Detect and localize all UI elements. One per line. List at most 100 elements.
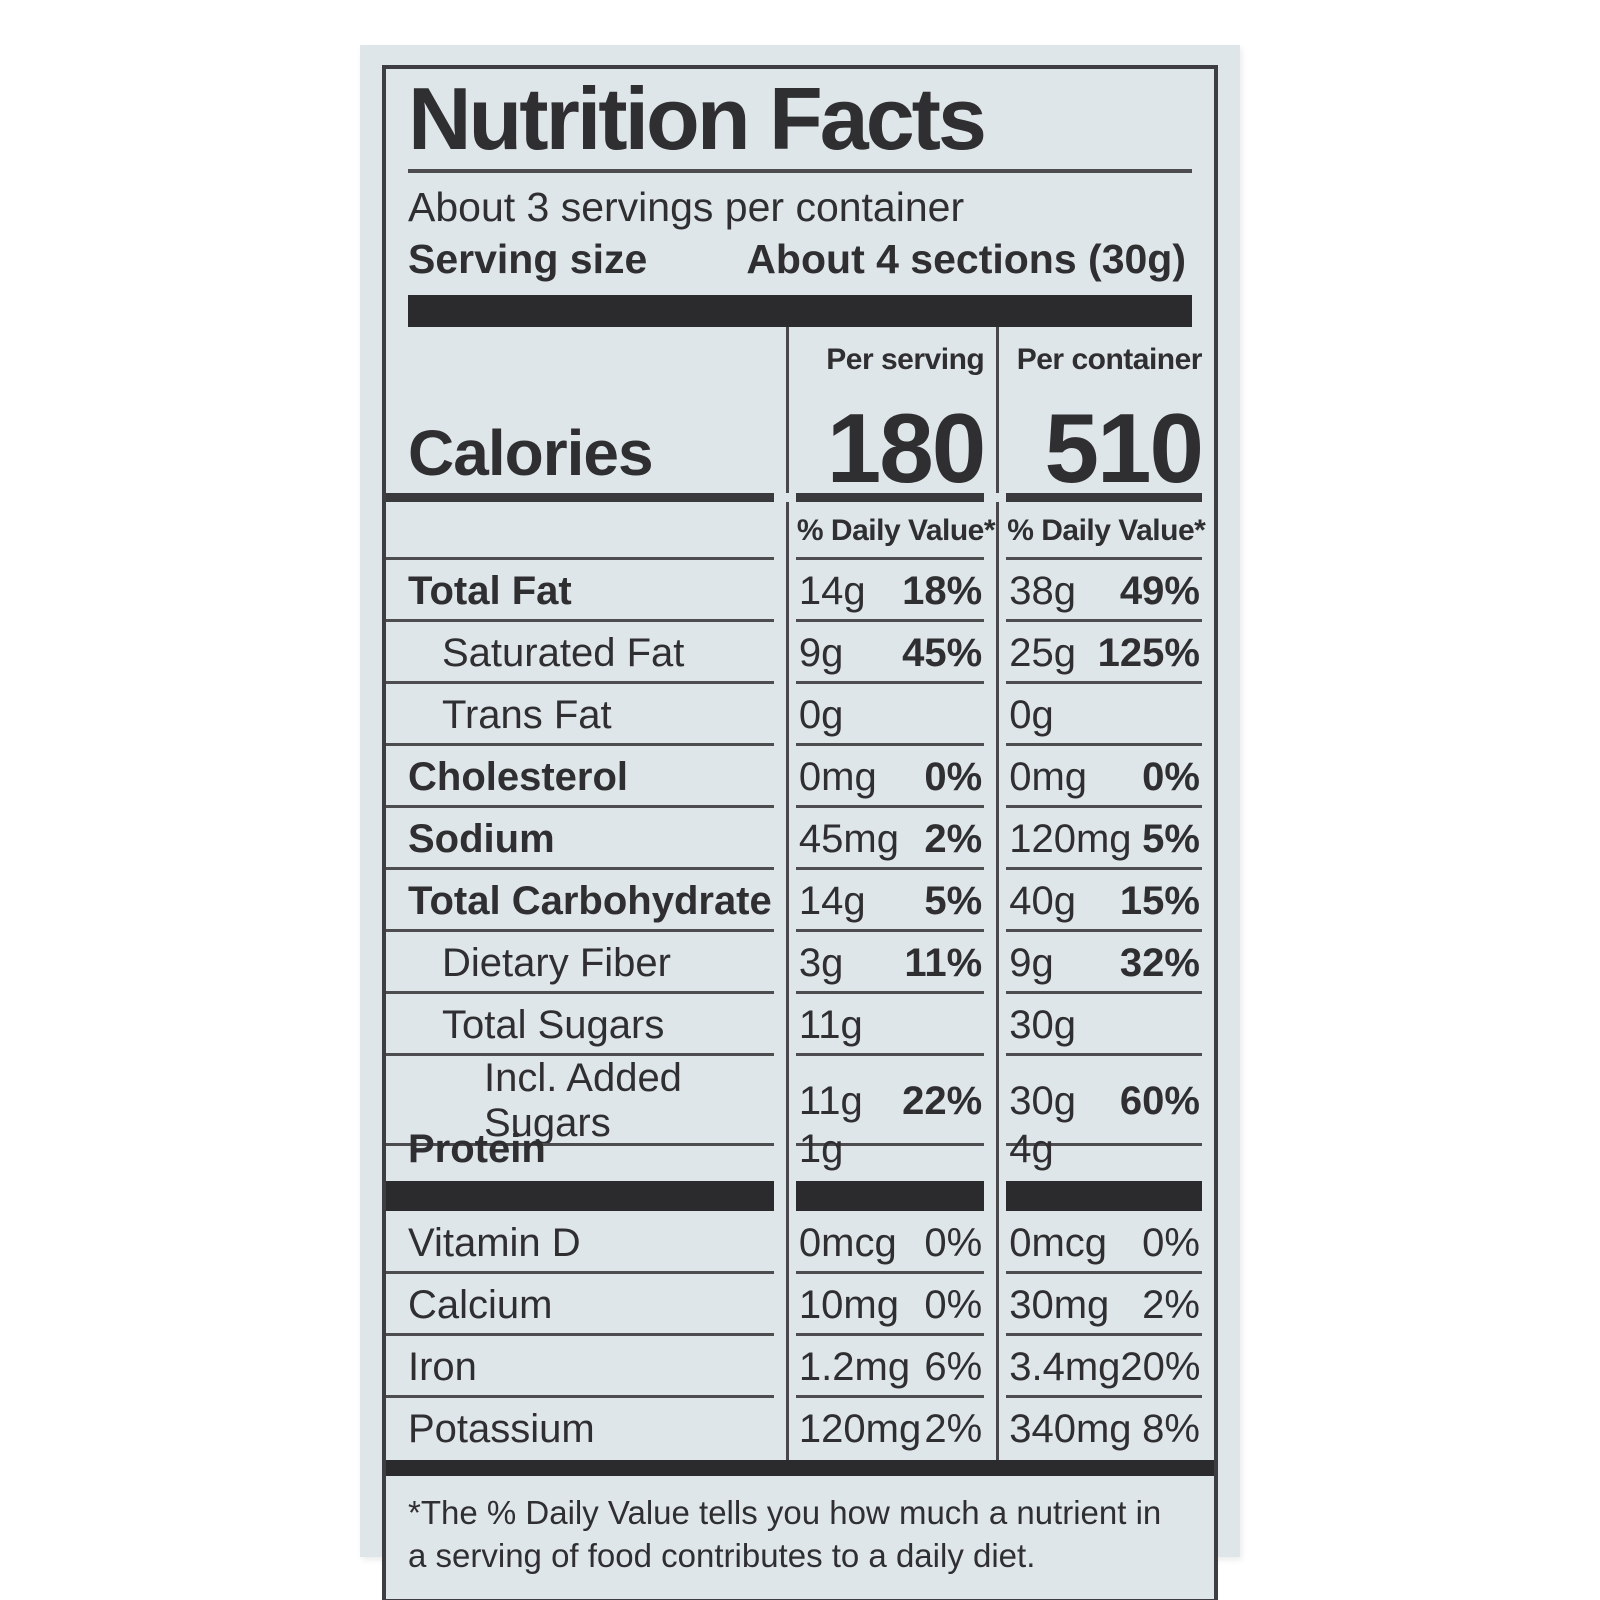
amount-per-container: 120mg <box>1009 816 1132 861</box>
thick-separator-bar-top <box>408 295 1192 328</box>
dv-per-container: 5% <box>1142 816 1200 861</box>
daily-value-header-container: % Daily Value* <box>996 502 1214 561</box>
dv-per-container: 15% <box>1119 878 1200 923</box>
dv-per-container: 0% <box>1142 754 1200 799</box>
amount-per-serving: 14g <box>798 568 866 613</box>
bar-segment <box>386 1181 774 1212</box>
nutrient-name: Potassium <box>408 1406 595 1451</box>
dv-per-container: 0% <box>1142 1220 1200 1265</box>
amount-per-serving: 1g <box>798 1126 844 1171</box>
daily-value-header-serving: % Daily Value* <box>785 502 996 561</box>
dv-per-container: 125% <box>1097 630 1200 675</box>
amount-per-container: 0g <box>1009 692 1054 737</box>
dv-per-serving: 5% <box>924 878 983 923</box>
label-paper: Nutrition Facts About 3 servings per con… <box>360 45 1240 1600</box>
amount-per-container: 25g <box>1009 630 1076 675</box>
dv-per-container: 20% <box>1120 1344 1201 1389</box>
nutrient-name: Sodium <box>386 808 786 871</box>
dv-per-serving: 0% <box>924 1220 983 1265</box>
dv-per-container: 8% <box>1142 1406 1200 1451</box>
nutrient-name: Total Carbohydrate <box>386 870 786 933</box>
table-row-dietary-fiber: Dietary Fiber 3g 11% 9g 32% <box>386 932 1214 995</box>
dv-per-serving: 0% <box>924 754 983 799</box>
amount-per-serving: 14g <box>798 878 866 923</box>
nutrient-name: Vitamin D <box>386 1212 786 1275</box>
nutrient-name: Calcium <box>386 1274 786 1337</box>
nutrient-name: Total Fat <box>386 560 786 623</box>
amount-per-serving: 11g <box>798 1002 863 1047</box>
table-row-saturated-fat: Saturated Fat 9g 45% 25g 125% <box>386 622 1214 685</box>
amount-per-container: 30g <box>1009 1002 1076 1047</box>
amount-per-serving: 10mg <box>798 1282 899 1327</box>
table-row-iron: Iron 1.2mg 6% 3.4mg 20% <box>386 1336 1214 1399</box>
serving-size-value: About 4 sections (30g) <box>746 235 1186 282</box>
dv-per-serving: 18% <box>902 568 983 613</box>
dv-per-container: 49% <box>1119 568 1200 613</box>
amount-per-serving: 11g <box>798 1078 863 1123</box>
amount-per-serving: 45mg <box>798 816 899 861</box>
label-title: Nutrition Facts <box>408 69 987 168</box>
thick-separator-bar-bottom <box>386 1460 1214 1477</box>
table-row-potassium: Potassium 120mg 2% 340mg 8% <box>386 1398 1214 1461</box>
per-serving-header: Per serving <box>785 327 996 378</box>
dv-per-serving: 0% <box>924 1282 983 1327</box>
table-row-total-carbohydrate: Total Carbohydrate 14g 5% 40g 15% <box>386 870 1214 933</box>
dv-per-serving: 22% <box>902 1078 983 1123</box>
table-row-sodium: Sodium 45mg 2% 120mg 5% <box>386 808 1214 871</box>
label-header: Nutrition Facts About 3 servings per con… <box>386 69 1214 328</box>
amount-per-serving: 3g <box>798 940 844 985</box>
amount-per-serving: 0g <box>798 692 844 737</box>
dv-per-serving: 11% <box>904 940 983 985</box>
table-row-cholesterol: Cholesterol 0mg 0% 0mg 0% <box>386 746 1214 809</box>
amount-per-serving: 0mcg <box>798 1220 897 1265</box>
calories-column-headers: Per serving Per container <box>386 327 1214 378</box>
amount-per-container: 340mg <box>1009 1406 1132 1451</box>
serving-size-label: Serving size <box>408 235 648 282</box>
daily-value-header-row: % Daily Value* % Daily Value* <box>386 502 1214 561</box>
table-row-total-fat: Total Fat 14g 18% 38g 49% <box>386 560 1214 623</box>
nutrient-name: Trans Fat <box>386 684 786 747</box>
amount-per-serving: 120mg <box>798 1406 922 1451</box>
amount-per-serving: 1.2mg <box>798 1344 911 1389</box>
table-row-total-sugars: Total Sugars 11g 30g <box>386 994 1214 1057</box>
bar-segment <box>795 1181 985 1212</box>
per-container-header: Per container <box>996 327 1214 378</box>
servings-per-container-text: About 3 servings per container <box>408 183 965 230</box>
title-divider <box>408 168 1192 173</box>
calories-per-serving-value: 180 <box>785 377 996 503</box>
dv-per-container: 32% <box>1119 940 1200 985</box>
spacer-cell <box>386 327 786 377</box>
table-row-calcium: Calcium 10mg 0% 30mg 2% <box>386 1274 1214 1337</box>
calories-per-container-value: 510 <box>996 377 1214 503</box>
nutrient-name: Incl. Added Sugars <box>386 1056 786 1147</box>
footnote: *The % Daily Value tells you how much a … <box>386 1476 1214 1598</box>
serving-size-row: Serving size About 4 sections (30g) <box>408 235 1192 283</box>
amount-per-container: 30mg <box>1009 1282 1110 1327</box>
amount-per-container: 0mcg <box>1009 1220 1108 1265</box>
amount-per-serving: 9g <box>798 630 844 675</box>
dv-per-serving: 6% <box>924 1344 983 1389</box>
dv-per-serving: 2% <box>924 1406 983 1451</box>
thick-separator-bar-middle <box>386 1180 1214 1213</box>
calories-word: Calories <box>386 377 786 503</box>
table-row-trans-fat: Trans Fat 0g 0g <box>386 684 1214 747</box>
nutrient-name: Cholesterol <box>386 746 786 809</box>
dv-per-container: 2% <box>1142 1282 1200 1327</box>
amount-per-container: 38g <box>1009 568 1076 613</box>
nutrient-name: Protein <box>408 1126 546 1171</box>
calories-row: Calories 180 510 <box>386 377 1214 503</box>
dv-per-serving: 45% <box>902 630 983 675</box>
nutrition-facts-panel: Nutrition Facts About 3 servings per con… <box>382 65 1218 1600</box>
nutrient-name: Saturated Fat <box>386 622 786 685</box>
table-row-added-sugars: Incl. Added Sugars 11g 22% 30g 60% <box>386 1056 1214 1147</box>
nutrient-name: Dietary Fiber <box>386 932 786 995</box>
amount-per-container: 4g <box>1009 1126 1054 1171</box>
table-row-protein: Protein 1g 4g <box>386 1118 1214 1181</box>
amount-per-container: 0mg <box>1009 754 1088 799</box>
amount-per-container: 3.4mg <box>1009 1344 1121 1389</box>
amount-per-serving: 0mg <box>798 754 877 799</box>
amount-per-container: 40g <box>1009 878 1076 923</box>
dv-per-container: 60% <box>1119 1078 1200 1123</box>
nutrient-name: Iron <box>386 1336 786 1399</box>
